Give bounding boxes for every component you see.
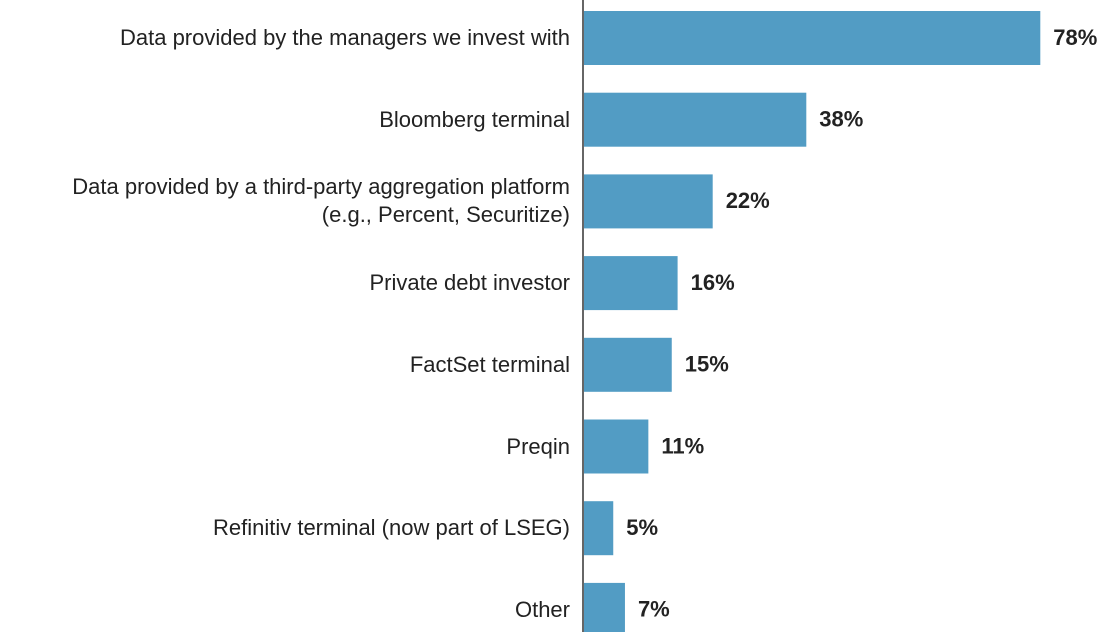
value-label: 78% — [1053, 25, 1097, 50]
bar — [584, 11, 1041, 65]
bar — [584, 419, 649, 474]
value-label: 15% — [685, 352, 729, 377]
bar — [584, 337, 672, 392]
category-label: Data provided by a third-party aggregati… — [72, 174, 570, 228]
category-label: Bloomberg terminal — [379, 106, 570, 132]
category-label: FactSet terminal — [409, 351, 570, 377]
value-label: 22% — [726, 188, 770, 213]
bar — [584, 582, 625, 632]
bar — [584, 92, 807, 147]
category-label: Data provided by the managers we invest … — [119, 25, 570, 50]
value-label: 38% — [819, 107, 863, 132]
bar — [584, 174, 713, 229]
value-label: 16% — [691, 270, 735, 295]
category-label: Private debt investor — [369, 270, 570, 296]
bar — [584, 256, 678, 311]
value-label: 5% — [626, 515, 658, 540]
value-label: 7% — [638, 597, 670, 622]
category-label: Refinitiv terminal (now part of LSEG) — [212, 515, 570, 541]
bar — [584, 501, 614, 556]
category-label: Preqin — [506, 433, 570, 459]
value-label: 11% — [661, 433, 704, 458]
category-label: Other — [514, 596, 570, 622]
